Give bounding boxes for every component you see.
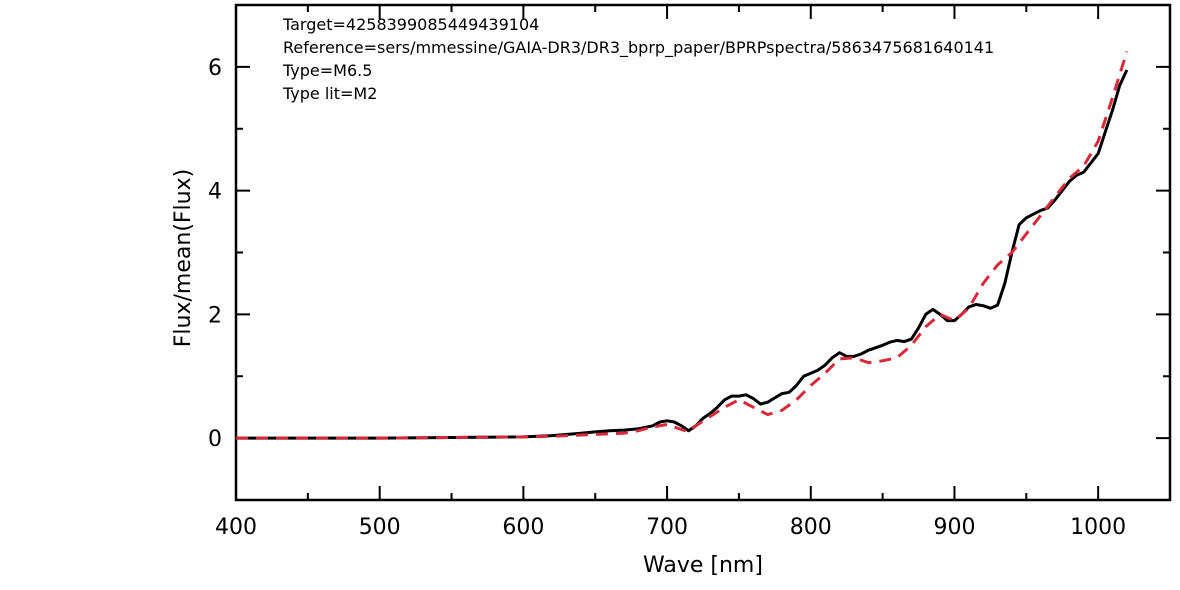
plot-frame <box>234 3 1172 502</box>
annotation-line: Reference=sers/mmessine/GAIA-DR3/DR3_bpr… <box>283 38 994 58</box>
x-tick-label: 900 <box>933 515 975 540</box>
x-tick-label: 800 <box>790 515 832 540</box>
x-tick-label: 600 <box>502 515 544 540</box>
y-tick-label: 6 <box>208 56 222 81</box>
y-tick-label: 0 <box>208 427 222 452</box>
x-tick-label: 400 <box>215 515 257 540</box>
reference-spectrum-line <box>236 50 1129 440</box>
annotation-line: Type=M6.5 <box>282 61 372 80</box>
annotation-line: Target=4258399085449439104 <box>282 15 539 34</box>
series-group <box>236 50 1129 440</box>
target-spectrum-line <box>236 69 1129 440</box>
y-axis-title: Flux/mean(Flux) <box>171 169 196 347</box>
annotation-line: Type lit=M2 <box>282 84 377 103</box>
annotations: Target=4258399085449439104 Reference=sers… <box>282 15 994 103</box>
tick-labels: 400 500 600 700 800 900 1000 0 2 4 6 <box>208 56 1126 540</box>
y-tick-label: 2 <box>208 303 222 328</box>
y-tick-label: 4 <box>208 180 222 205</box>
x-tick-label: 1000 <box>1070 515 1126 540</box>
axis-ticks <box>235 4 1171 501</box>
x-tick-label: 700 <box>646 515 688 540</box>
x-axis-title: Wave [nm] <box>643 553 763 578</box>
x-tick-label: 500 <box>359 515 401 540</box>
